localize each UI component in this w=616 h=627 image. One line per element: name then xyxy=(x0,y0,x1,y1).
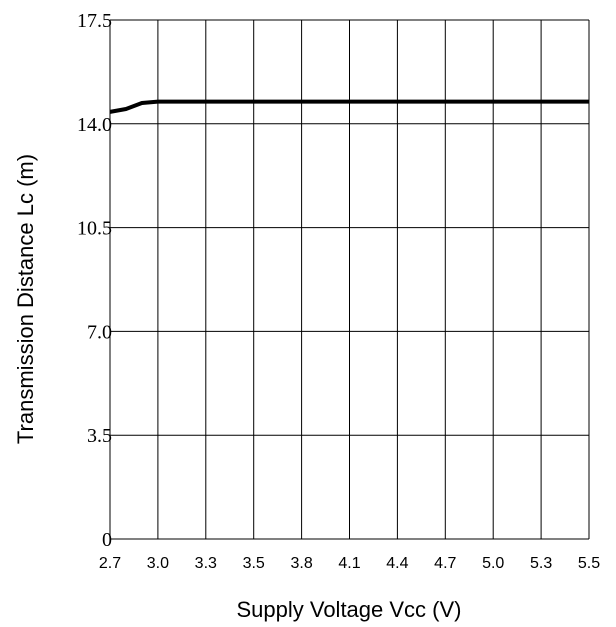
x-axis-title: Supply Voltage Vcc (V) xyxy=(236,597,461,622)
y-tick-label: 10.5 xyxy=(77,218,112,240)
y-tick-labels: 0 3.5 7.0 10.5 14.0 17.5 xyxy=(77,10,112,551)
series xyxy=(109,99,589,114)
x-tick-label: 4.7 xyxy=(434,555,456,572)
x-tick-label: 3.3 xyxy=(195,555,217,572)
x-tick-label: 2.7 xyxy=(99,555,121,572)
x-tick-label: 5.5 xyxy=(578,555,600,572)
x-tick-label: 4.4 xyxy=(386,555,408,572)
x-tick-label: 5.0 xyxy=(482,555,504,572)
x-tick-label: 3.0 xyxy=(147,555,169,572)
y-tick-label: 0 xyxy=(102,529,112,551)
y-tick-label: 7.0 xyxy=(87,321,112,343)
y-tick-label: 3.5 xyxy=(87,425,112,447)
grid xyxy=(109,19,590,540)
x-tick-label: 3.8 xyxy=(290,555,312,572)
series-line xyxy=(109,99,589,114)
x-tick-label: 3.5 xyxy=(243,555,265,572)
x-tick-labels: 2.7 3.0 3.3 3.5 3.8 4.1 4.4 4.7 5.0 5.3 5.5 xyxy=(99,555,600,572)
x-tick-label: 4.1 xyxy=(338,555,360,572)
x-tick-label: 5.3 xyxy=(530,555,552,572)
y-tick-label: 14.0 xyxy=(77,114,112,136)
y-tick-label: 17.5 xyxy=(77,10,112,32)
y-axis-title: Transmission Distance Lc (m) xyxy=(13,154,38,444)
